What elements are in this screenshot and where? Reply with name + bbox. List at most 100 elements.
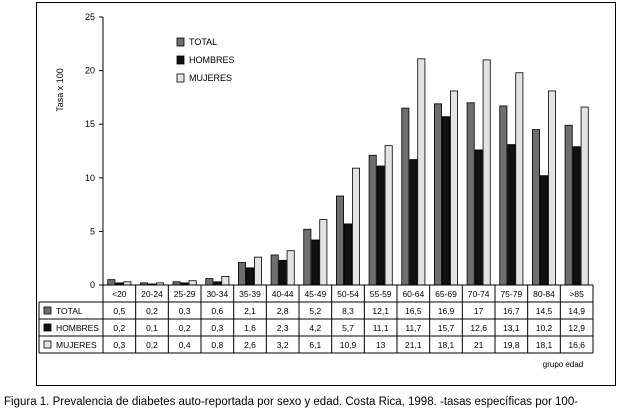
data-label: 10,9	[340, 340, 357, 350]
data-label: 16,9	[438, 306, 455, 316]
bar-mujeres	[515, 72, 524, 286]
x-axis-label: grupo edad	[543, 360, 583, 369]
category-label: 55-59	[370, 289, 392, 299]
data-label: 12,6	[470, 323, 487, 333]
data-label: 14,5	[536, 306, 553, 316]
bar-mujeres	[351, 167, 360, 286]
category-label: 40-44	[272, 289, 294, 299]
category-label: 25-29	[174, 289, 196, 299]
data-label: 13	[376, 340, 386, 350]
category-label: 30-34	[206, 289, 228, 299]
data-label: 11,7	[405, 323, 421, 333]
table-row-label: TOTAL	[56, 306, 83, 316]
category-label: 80-84	[533, 289, 555, 299]
data-label: 21	[474, 340, 484, 350]
data-label: 16,6	[568, 340, 585, 350]
bar-mujeres	[221, 276, 230, 286]
data-label: 1,6	[244, 323, 256, 333]
bar-hombres	[572, 146, 581, 286]
data-label: 19,8	[503, 340, 520, 350]
data-label: 12,9	[568, 323, 585, 333]
data-label: 11,1	[373, 323, 389, 333]
data-label: 2,8	[277, 306, 289, 316]
data-label: 21,1	[405, 340, 422, 350]
bar-mujeres	[188, 280, 197, 286]
data-label: 2,6	[244, 340, 256, 350]
data-label: 18,1	[536, 340, 553, 350]
category-label: >85	[569, 289, 584, 299]
data-label: 6,1	[309, 340, 321, 350]
y-tick-label: 0	[90, 280, 95, 290]
bar-chart: 0 5 10 15 20 25 Tasa x 100 <20 20-24 25-29 30-34 35…	[38, 12, 594, 369]
bar-mujeres	[580, 106, 589, 286]
bar-mujeres	[286, 250, 295, 286]
bar-total	[368, 154, 377, 286]
bar-hombres	[507, 144, 516, 286]
category-label: 70-74	[468, 289, 490, 299]
bar-total	[303, 228, 312, 286]
category-label: 60-64	[402, 289, 424, 299]
table-row-label: HOMBRES	[56, 323, 99, 333]
data-label: 5,7	[342, 323, 354, 333]
bar-hombres	[376, 165, 385, 286]
y-tick-label: 20	[85, 66, 95, 76]
bar-total	[433, 103, 442, 286]
bar-total	[270, 254, 279, 286]
data-label: 5,2	[309, 306, 321, 316]
bar-total	[564, 124, 573, 286]
legend-label: TOTAL	[189, 37, 217, 47]
bar-hombres	[441, 116, 450, 286]
y-tick-label: 25	[85, 12, 95, 22]
bar-hombres	[539, 175, 548, 286]
data-label: 0,2	[113, 323, 125, 333]
data-label: 17	[474, 306, 484, 316]
data-label: 13,1	[503, 323, 520, 333]
bar-mujeres	[482, 59, 491, 286]
data-label: 0,2	[146, 340, 158, 350]
data-label: 16,7	[503, 306, 520, 316]
figure-caption: Figura 1. Prevalencia de diabetes auto-r…	[4, 396, 579, 408]
category-label: 35-39	[239, 289, 261, 299]
data-label: 2,3	[277, 323, 289, 333]
bar-hombres	[474, 149, 483, 286]
bar-total	[531, 129, 540, 286]
category-label: 65-69	[435, 289, 457, 299]
bar-total	[107, 279, 116, 286]
data-label: 3,2	[277, 340, 289, 350]
category-label: 50-54	[337, 289, 359, 299]
category-label: 20-24	[141, 289, 163, 299]
legend-swatch	[176, 37, 185, 47]
data-label: 4,2	[309, 323, 321, 333]
bar-hombres	[409, 159, 418, 286]
bar-total	[466, 102, 475, 286]
legend-label: HOMBRES	[189, 55, 235, 65]
data-label: 0,8	[211, 340, 223, 350]
legend-swatch	[176, 73, 185, 83]
bar-total	[205, 278, 214, 286]
legend-swatch	[176, 55, 185, 65]
data-label: 0,5	[113, 306, 125, 316]
data-label: 0,3	[113, 340, 125, 350]
bar-hombres	[311, 239, 320, 286]
bar-total	[335, 195, 344, 286]
data-label: 12,1	[372, 306, 389, 316]
data-label: 15,7	[438, 323, 455, 333]
table-legend-key	[43, 323, 52, 332]
bar-mujeres	[417, 58, 426, 286]
data-label: 0,4	[179, 340, 191, 350]
y-tick-label: 10	[85, 173, 95, 183]
table-legend-key	[43, 340, 52, 349]
bar-total	[237, 262, 246, 286]
bar-mujeres	[253, 256, 262, 286]
data-label: 10,2	[536, 323, 553, 333]
data-label: 2,1	[244, 306, 256, 316]
bar-mujeres	[319, 219, 328, 286]
bar-mujeres	[449, 90, 458, 286]
data-label: 8,3	[342, 306, 354, 316]
bar-hombres	[278, 259, 287, 286]
data-label: 0,3	[179, 306, 191, 316]
data-label: 0,1	[146, 323, 158, 333]
bar-total	[401, 107, 410, 286]
y-tick-label: 5	[90, 226, 95, 236]
table-row-label: MUJERES	[56, 340, 97, 350]
